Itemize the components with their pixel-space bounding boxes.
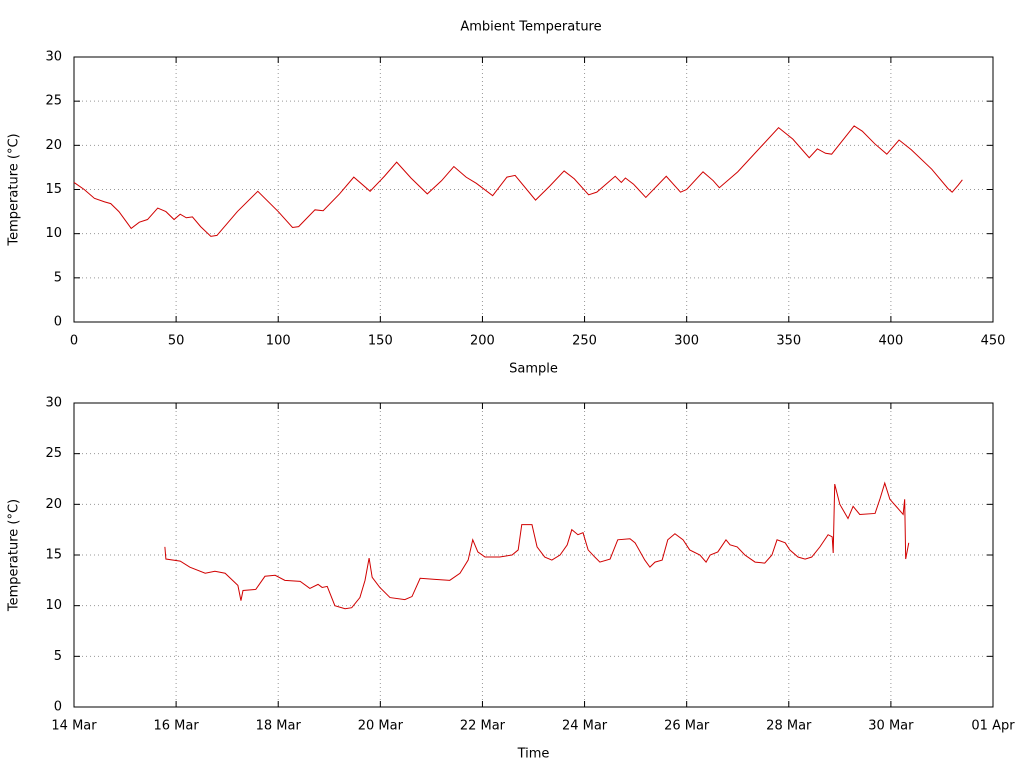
x-tick-label: 14 Mar — [51, 719, 97, 734]
x-tick-label: 26 Mar — [664, 719, 710, 734]
y-axis-label: Temperature (°C) — [7, 133, 22, 246]
y-tick-label: 5 — [54, 649, 62, 664]
y-tick-label: 0 — [54, 700, 62, 715]
x-tick-label: 50 — [168, 334, 185, 349]
y-tick-label: 20 — [45, 138, 62, 153]
x-tick-label: 16 Mar — [154, 719, 200, 734]
x-tick-label: 150 — [368, 334, 393, 349]
x-tick-label: 01 Apr — [971, 719, 1015, 734]
x-tick-label: 200 — [470, 334, 495, 349]
y-tick-label: 25 — [45, 94, 62, 109]
x-axis-label: Sample — [509, 362, 558, 377]
x-tick-label: 0 — [70, 334, 78, 349]
x-tick-label: 30 Mar — [868, 719, 914, 734]
x-tick-label: 250 — [572, 334, 597, 349]
temperature-line — [164, 481, 910, 610]
y-tick-label: 30 — [45, 396, 62, 411]
y-tick-label: 0 — [54, 315, 62, 330]
y-tick-label: 15 — [45, 182, 62, 197]
chart-title: Ambient Temperature — [460, 20, 601, 35]
y-tick-label: 25 — [45, 446, 62, 461]
x-tick-label: 18 Mar — [256, 719, 302, 734]
x-tick-label: 300 — [674, 334, 699, 349]
y-tick-label: 10 — [45, 598, 62, 613]
temperature-line — [73, 125, 963, 237]
y-tick-label: 20 — [45, 497, 62, 512]
x-tick-label: 400 — [878, 334, 903, 349]
x-tick-label: 24 Mar — [562, 719, 608, 734]
y-axis-label: Temperature (°C) — [7, 499, 22, 612]
x-tick-label: 22 Mar — [460, 719, 506, 734]
y-tick-label: 10 — [45, 226, 62, 241]
y-tick-label: 30 — [45, 50, 62, 65]
x-tick-label: 100 — [266, 334, 291, 349]
x-tick-label: 450 — [981, 334, 1006, 349]
plot-frame — [73, 56, 994, 323]
y-tick-label: 5 — [54, 270, 62, 285]
y-tick-label: 15 — [45, 548, 62, 563]
plot-frame — [73, 402, 994, 708]
x-tick-label: 20 Mar — [358, 719, 404, 734]
x-tick-label: 350 — [776, 334, 801, 349]
x-axis-label: Time — [517, 747, 550, 762]
x-tick-label: 28 Mar — [766, 719, 812, 734]
